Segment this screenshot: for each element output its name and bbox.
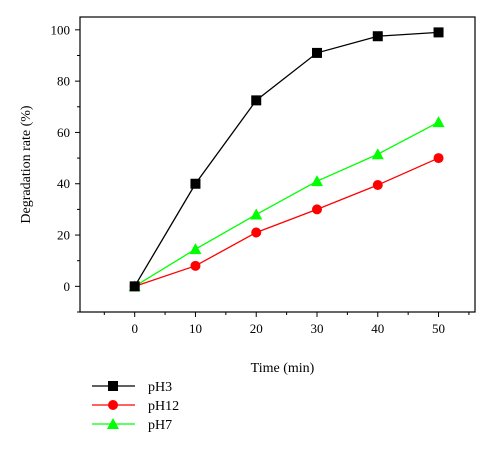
series-ph7 [128,116,445,292]
y-tick-label: 20 [57,228,70,243]
x-tick-label: 40 [371,321,384,336]
legend-marker [108,381,118,391]
legend-label: pH3 [148,380,172,395]
legend: pH3 pH12 pH7 [92,380,179,433]
series-line [134,157,439,287]
x-tick-label: 0 [131,321,138,336]
data-point [372,180,383,191]
plot-frame [79,16,476,313]
x-tick-label: 30 [311,321,324,336]
series-line [134,31,439,287]
data-point [432,116,445,128]
x-axis: 0 10 20 30 40 50 [103,312,470,336]
legend-marker [107,418,119,429]
data-point [251,227,262,238]
legend-label: pH7 [148,418,172,433]
data-point [433,153,444,164]
y-axis: 0 20 40 60 80 100 [51,22,80,313]
data-point [433,27,444,38]
data-point [189,243,202,255]
data-point [190,260,201,271]
series-ph3 [129,27,444,292]
data-point [312,47,322,58]
data-point [311,175,323,187]
series-ph12 [129,153,444,292]
data-point [250,208,263,220]
data-point [372,31,383,42]
y-tick-label: 80 [57,74,70,89]
series-group [128,27,445,292]
x-tick-label: 50 [432,321,445,336]
y-tick-label: 40 [57,176,70,191]
legend-item-ph3: pH3 [92,380,172,395]
legend-item-ph7: pH7 [92,418,172,433]
data-point [312,204,322,215]
y-tick-label: 60 [57,125,70,140]
x-tick-label: 10 [189,321,202,336]
y-axis-title: Degradation rate (%) [19,105,34,223]
x-axis-title: Time (min) [251,361,315,376]
data-point [251,95,262,106]
series-line [134,121,439,287]
legend-item-ph12: pH12 [92,399,179,414]
data-point [190,178,201,189]
y-tick-label: 100 [51,22,71,37]
legend-label: pH12 [148,399,179,414]
legend-marker [108,400,118,410]
data-point [129,281,140,292]
plot-area [79,16,476,313]
y-tick-label: 0 [64,279,71,294]
data-point [371,148,384,160]
x-tick-label: 20 [250,321,263,336]
